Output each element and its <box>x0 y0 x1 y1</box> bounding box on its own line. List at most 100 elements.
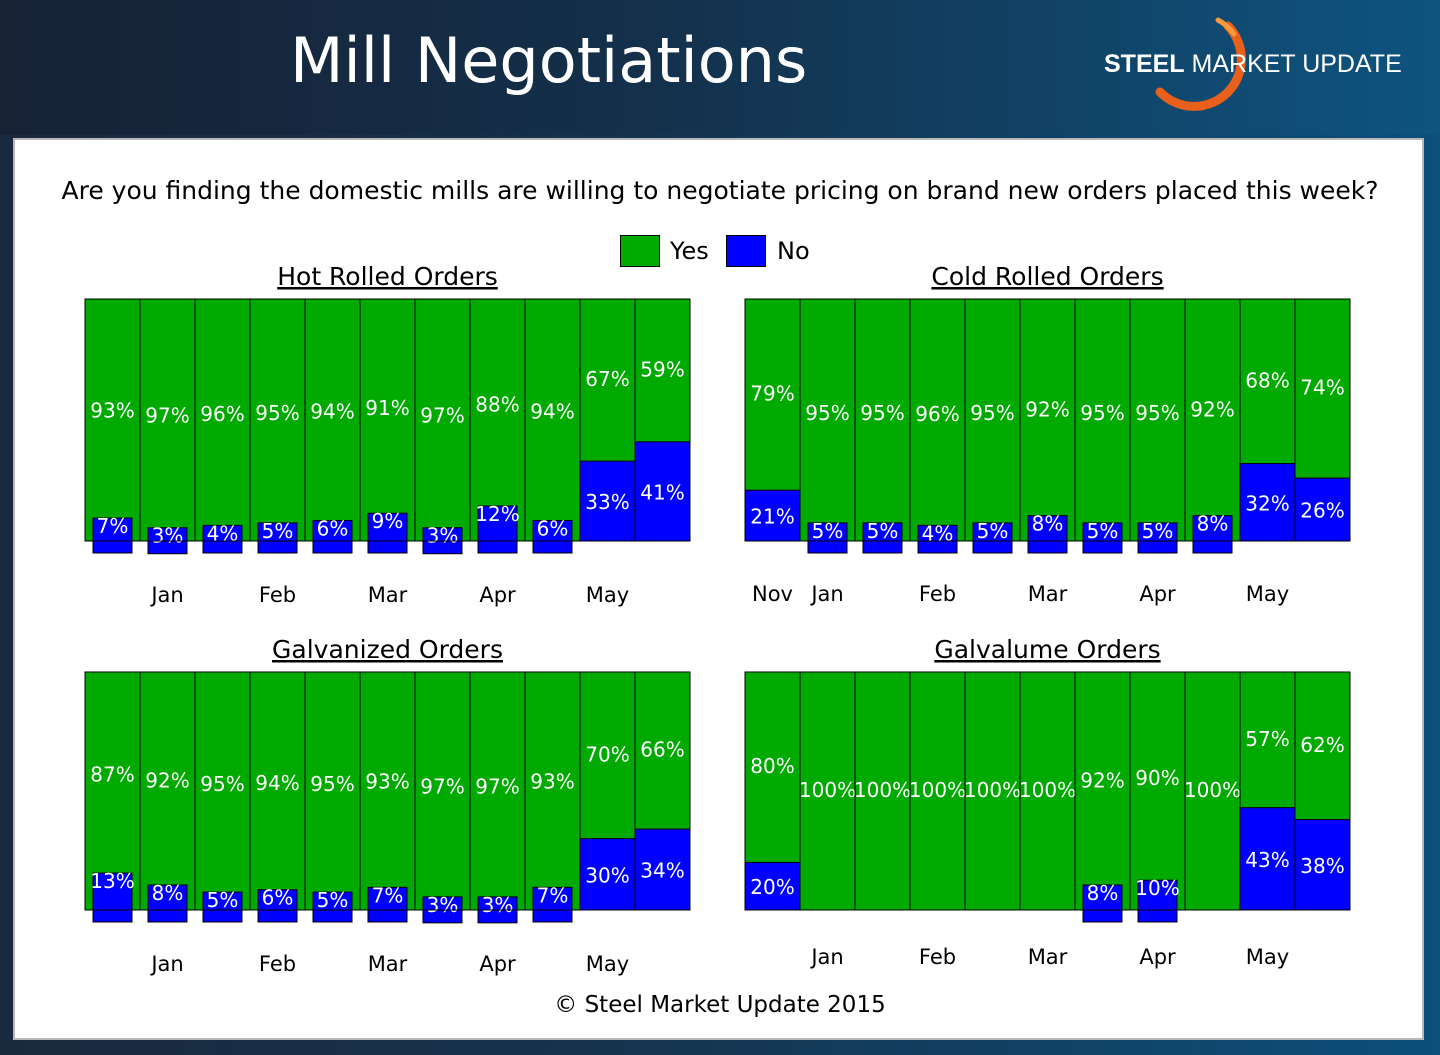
bar-yes <box>249 298 306 542</box>
label-no: 3% <box>427 893 459 917</box>
bar-yes <box>304 671 361 911</box>
label-yes: 92% <box>1025 397 1069 421</box>
label-no: 7% <box>97 514 129 538</box>
bar-yes <box>1074 298 1131 542</box>
label-no: 7% <box>537 883 569 907</box>
label-no: 5% <box>207 888 239 912</box>
label-yes: 94% <box>310 400 354 424</box>
label-no: 33% <box>585 490 629 514</box>
tick-label: Apr <box>479 952 516 976</box>
label-yes: 80% <box>750 754 794 778</box>
page-title: Mill Negotiations <box>290 24 808 97</box>
label-no: 38% <box>1300 854 1344 878</box>
bar-no <box>972 522 1013 554</box>
legend-yes-label: Yes <box>670 237 709 265</box>
logo-text-rest: MARKET UPDATE <box>1184 50 1402 78</box>
survey-question: Are you finding the domestic mills are w… <box>61 176 1379 205</box>
label-no: 5% <box>977 519 1009 543</box>
label-yes: 62% <box>1300 733 1344 757</box>
label-yes: 70% <box>585 742 629 766</box>
bar-yes <box>964 671 1021 911</box>
tick-label: Apr <box>1139 945 1176 969</box>
bar-no <box>634 828 691 911</box>
label-yes: 57% <box>1245 727 1289 751</box>
label-no: 7% <box>372 883 404 907</box>
label-yes: 67% <box>585 367 629 391</box>
bar-no <box>1137 879 1178 923</box>
label-yes: 96% <box>915 402 959 426</box>
tick-label: Feb <box>919 945 956 969</box>
tick-label: May <box>1246 945 1289 969</box>
copyright-footer: © Steel Market Update 2015 <box>554 992 886 1018</box>
chart-0: Hot Rolled Orders 7% 93% 3% 97% 4% 96% 5% 95% 6% 9… <box>84 262 691 607</box>
bar-yes <box>84 298 141 542</box>
bar-yes <box>1074 671 1131 911</box>
label-yes: 100% <box>909 778 966 802</box>
label-yes: 68% <box>1245 368 1289 392</box>
tick-label: Feb <box>259 952 296 976</box>
label-no: 41% <box>640 480 684 504</box>
tick-label: Feb <box>919 582 956 606</box>
bar-no <box>202 891 243 923</box>
label-yes: 100% <box>1184 778 1241 802</box>
label-yes: 87% <box>90 763 134 787</box>
label-yes: 91% <box>365 396 409 420</box>
bar-no <box>312 519 353 554</box>
tick-label: Feb <box>259 583 296 607</box>
label-no: 4% <box>207 521 239 545</box>
bar-yes <box>1019 298 1076 542</box>
label-no: 6% <box>317 516 349 540</box>
bar-no <box>1192 515 1233 554</box>
label-no: 3% <box>482 893 514 917</box>
label-no: 12% <box>475 502 519 526</box>
label-yes: 95% <box>1135 401 1179 425</box>
bar-yes <box>469 671 526 911</box>
label-yes: 97% <box>420 774 464 798</box>
bar-no <box>1137 522 1178 554</box>
tick-label: May <box>586 583 629 607</box>
tick-label: Jan <box>149 583 183 607</box>
bar-no <box>1082 522 1123 554</box>
bar-no <box>257 889 298 923</box>
legend-yes-swatch <box>620 235 660 267</box>
bar-yes <box>524 671 581 911</box>
label-no: 13% <box>90 869 134 893</box>
label-no: 26% <box>1300 499 1344 523</box>
label-yes: 93% <box>530 770 574 794</box>
bar-yes <box>909 671 966 911</box>
bar-no <box>862 522 903 554</box>
tick-label: Mar <box>1028 582 1068 606</box>
bar-no <box>202 524 243 554</box>
tick-label: May <box>586 952 629 976</box>
chart-3: Galvalume Orders20%80%100%100%100%100%10… <box>744 635 1351 969</box>
bar-yes <box>909 298 966 542</box>
bar-no <box>532 886 573 923</box>
bar-yes <box>139 298 196 542</box>
bar-yes <box>1129 671 1186 911</box>
label-yes: 92% <box>145 768 189 792</box>
chart-1: Cold Rolled Orders 21% 79% 5% 95% 5% 95% 4% 96% 5… <box>744 262 1351 606</box>
label-no: 3% <box>427 524 459 548</box>
bar-yes <box>194 298 251 542</box>
bar-yes <box>249 671 306 911</box>
bar-no <box>257 522 298 554</box>
label-no: 30% <box>585 863 629 887</box>
tick-label: Mar <box>1028 945 1068 969</box>
label-yes: 93% <box>90 399 134 423</box>
plot-area <box>744 298 1351 542</box>
label-yes: 94% <box>255 771 299 795</box>
bar-yes <box>854 298 911 542</box>
label-yes: 59% <box>640 357 684 381</box>
label-no: 32% <box>1245 491 1289 515</box>
logo-swoosh-icon <box>1155 17 1246 111</box>
plot-area <box>744 671 1351 911</box>
label-yes: 95% <box>310 772 354 796</box>
label-yes: 95% <box>970 401 1014 425</box>
legend-no-label: No <box>777 237 810 265</box>
chart-title: Cold Rolled Orders <box>931 262 1163 291</box>
label-no: 5% <box>1142 519 1174 543</box>
label-no: 5% <box>812 519 844 543</box>
label-no: 8% <box>1087 881 1119 905</box>
bar-yes <box>799 671 856 911</box>
label-no: 8% <box>1197 512 1229 536</box>
